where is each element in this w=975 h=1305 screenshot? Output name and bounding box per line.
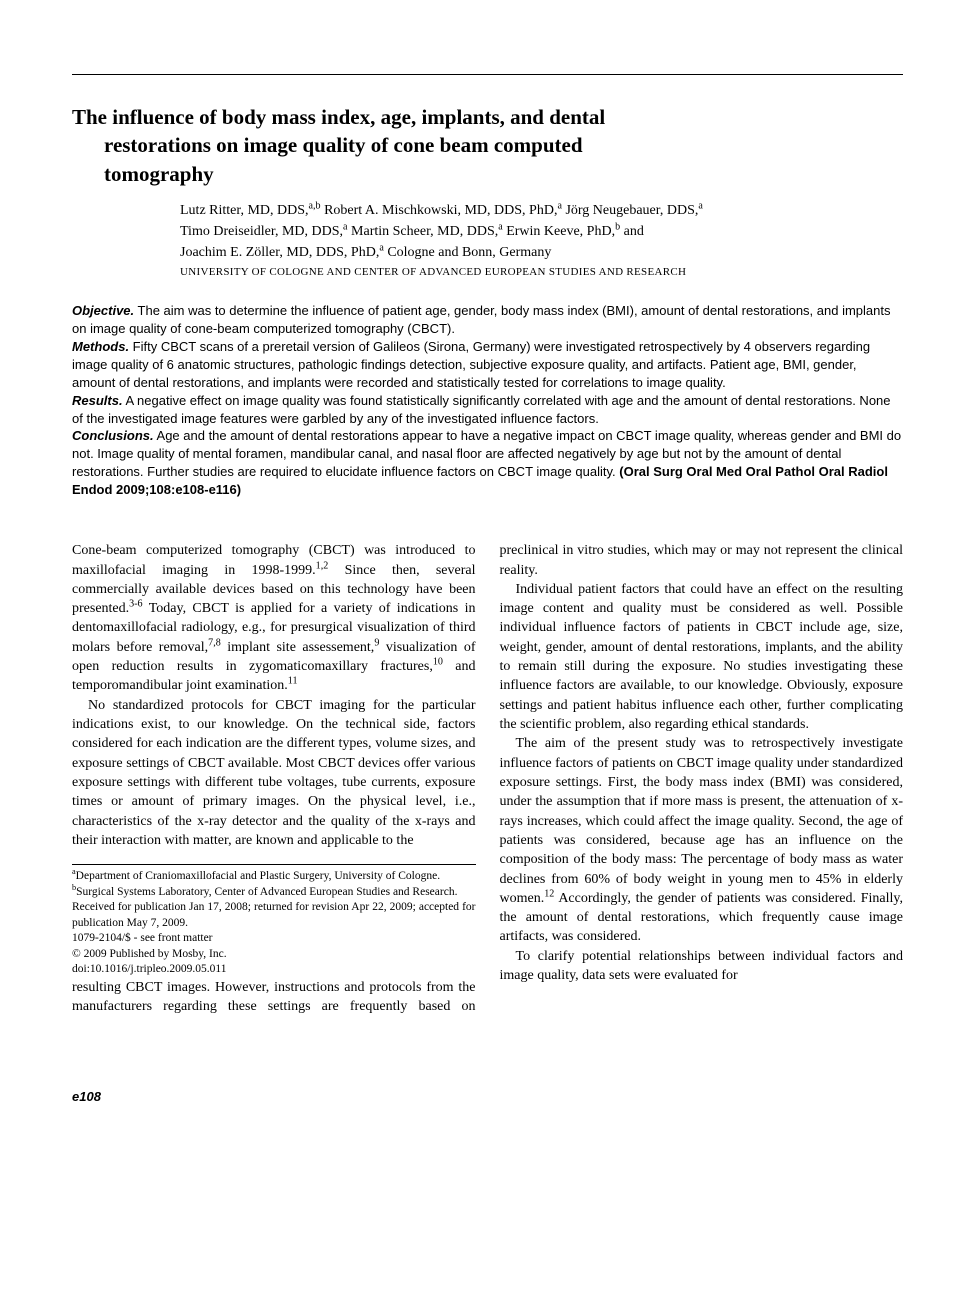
affiliation-line: UNIVERSITY OF COLOGNE AND CENTER OF ADVA… [180, 265, 903, 280]
body-text: Individual patient factors that could ha… [500, 582, 904, 732]
footnote-line: aDepartment of Craniomaxillofacial and P… [72, 869, 476, 885]
body-paragraph: To clarify potential relationships betwe… [500, 947, 904, 986]
abstract-methods-text: Fifty CBCT scans of a preretail version … [72, 339, 870, 390]
author-affil-sup: a,b [309, 200, 321, 211]
footnote-text: Surgical Systems Laboratory, Center of A… [76, 886, 457, 898]
abstract-results-label: Results. [72, 393, 123, 408]
body-paragraph: Cone-beam computerized tomography (CBCT)… [72, 541, 476, 696]
citation-sup: 11 [288, 676, 298, 687]
author-segment: Jörg Neugebauer, DDS, [562, 203, 698, 218]
abstract-conclusions-label: Conclusions. [72, 428, 154, 443]
abstract-block: Objective. The aim was to determine the … [72, 302, 903, 499]
citation-sup: 3-6 [129, 598, 142, 609]
footnote-issn: 1079-2104/$ - see front matter [72, 931, 476, 947]
author-segment: Timo Dreiseidler, MD, DDS, [180, 224, 343, 239]
top-horizontal-rule [72, 74, 903, 75]
body-text: The aim of the present study was to retr… [500, 736, 904, 906]
title-line-1: The influence of body mass index, age, i… [72, 105, 605, 129]
body-text: No standardized protocols for CBCT imagi… [72, 698, 476, 848]
page-number: e108 [72, 1088, 975, 1106]
body-text: implant site assessement, [221, 640, 375, 655]
author-segment: and [620, 224, 644, 239]
body-text: To clarify potential relationships betwe… [500, 949, 904, 983]
abstract-objective-label: Objective. [72, 303, 134, 318]
title-line-2: restorations on image quality of cone be… [104, 133, 583, 157]
author-affil-sup: a [698, 200, 702, 211]
footnote-copyright: © 2009 Published by Mosby, Inc. [72, 947, 476, 963]
footnote-received: Received for publication Jan 17, 2008; r… [72, 900, 476, 931]
body-paragraph: Individual patient factors that could ha… [500, 580, 904, 735]
footnote-text: Department of Craniomaxillofacial and Pl… [76, 870, 440, 882]
body-text: Accordingly, the gender of patients was … [500, 891, 904, 945]
citation-sup: 1,2 [316, 560, 329, 571]
citation-sup: 7,8 [208, 637, 221, 648]
title-line-3: tomography [104, 162, 214, 186]
citation-sup: 10 [433, 656, 443, 667]
footnote-doi: doi:10.1016/j.tripleo.2009.05.011 [72, 962, 476, 978]
body-paragraph: No standardized protocols for CBCT imagi… [72, 696, 476, 851]
author-segment: Joachim E. Zöller, MD, DDS, PhD, [180, 245, 379, 260]
author-list: Lutz Ritter, MD, DDS,a,b Robert A. Misch… [180, 200, 903, 263]
article-title: The influence of body mass index, age, i… [104, 103, 903, 188]
body-paragraph: The aim of the present study was to retr… [500, 734, 904, 946]
citation-sup: 12 [544, 888, 554, 899]
body-text-columns: Cone-beam computerized tomography (CBCT)… [72, 541, 903, 1016]
author-segment: Cologne and Bonn, Germany [384, 245, 552, 260]
footnotes-block: aDepartment of Craniomaxillofacial and P… [72, 864, 476, 978]
abstract-results-text: A negative effect on image quality was f… [72, 393, 891, 426]
abstract-methods-label: Methods. [72, 339, 129, 354]
author-segment: Lutz Ritter, MD, DDS, [180, 203, 309, 218]
footnote-line: bSurgical Systems Laboratory, Center of … [72, 885, 476, 901]
abstract-objective-text: The aim was to determine the influence o… [72, 303, 891, 336]
author-segment: Robert A. Mischkowski, MD, DDS, PhD, [321, 203, 558, 218]
author-segment: Erwin Keeve, PhD, [503, 224, 615, 239]
author-segment: Martin Scheer, MD, DDS, [348, 224, 499, 239]
